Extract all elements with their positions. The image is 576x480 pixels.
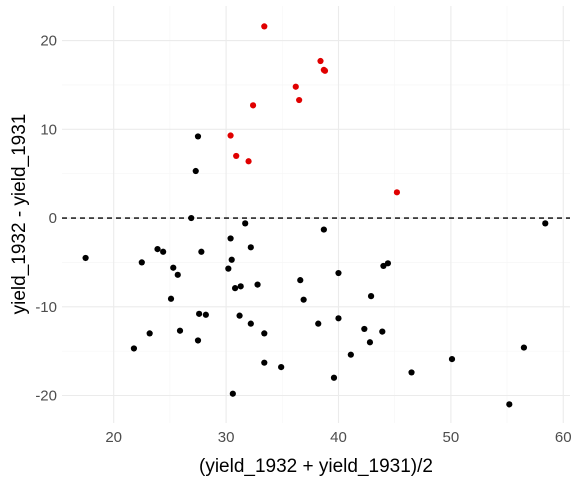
data-point (247, 320, 254, 327)
data-point (448, 356, 456, 363)
data-point (228, 256, 235, 263)
data-point (261, 23, 268, 30)
y-tick-label: -10 (35, 299, 57, 316)
data-point (297, 277, 304, 284)
x-axis-tick-labels: 20 30 40 50 60 (105, 429, 571, 446)
y-tick-label: -20 (35, 387, 57, 404)
data-point (335, 315, 342, 322)
data-point (330, 374, 338, 381)
data-point (361, 325, 368, 333)
data-point (242, 220, 249, 227)
data-point (249, 102, 257, 109)
data-point (296, 96, 303, 104)
data-point (261, 330, 268, 337)
data-point (367, 293, 375, 300)
data-point (237, 283, 244, 290)
y-axis-tick-labels: -20 -10 0 10 20 (35, 33, 57, 405)
data-point (174, 271, 181, 278)
data-point (130, 345, 138, 352)
data-point (170, 264, 177, 271)
data-point (300, 296, 307, 303)
data-point (321, 67, 329, 74)
data-point (366, 339, 374, 346)
data-point (254, 281, 261, 288)
data-point (194, 133, 202, 140)
data-point (231, 285, 239, 292)
x-tick-label: 60 (555, 429, 572, 446)
y-tick-label: 20 (40, 33, 57, 50)
data-point (236, 312, 243, 319)
data-point (82, 254, 89, 262)
data-point (138, 259, 145, 266)
data-point (347, 351, 354, 358)
data-point (380, 262, 387, 270)
x-tick-label: 50 (443, 429, 460, 446)
data-point (154, 246, 161, 253)
y-axis-title: yield_1932 - yield_1931 (9, 114, 30, 315)
data-point (320, 226, 327, 233)
data-point (176, 327, 184, 334)
data-point (188, 214, 195, 222)
data-point (196, 310, 203, 317)
data-point (198, 248, 205, 255)
data-point (278, 364, 285, 371)
major-gridlines (62, 6, 570, 423)
data-point (408, 369, 415, 376)
data-point (192, 167, 199, 175)
data-point (227, 132, 234, 139)
x-tick-label: 40 (330, 429, 347, 446)
x-axis-title: (yield_1932 + yield_1931)/2 (199, 456, 433, 477)
data-point (194, 337, 202, 344)
data-point (379, 328, 386, 335)
data-point (520, 344, 528, 351)
data-point (542, 220, 549, 227)
data-point (393, 189, 401, 196)
y-tick-label: 10 (40, 121, 57, 138)
data-point (245, 158, 252, 165)
x-tick-label: 30 (218, 429, 235, 446)
data-point (233, 152, 240, 160)
plot-background (62, 6, 570, 423)
data-point (335, 269, 342, 277)
data-point (229, 390, 236, 397)
data-point (292, 83, 299, 90)
data-point (146, 330, 153, 337)
data-point (247, 244, 254, 251)
data-point (317, 57, 324, 65)
data-point (384, 260, 392, 267)
data-point (315, 320, 322, 327)
data-point (167, 295, 175, 302)
minor-gridlines (62, 6, 570, 423)
data-point (160, 248, 167, 255)
data-points (82, 23, 549, 408)
data-point (506, 401, 513, 408)
y-tick-label: 0 (49, 210, 57, 227)
data-point (202, 311, 209, 318)
data-point (261, 359, 268, 366)
data-point (227, 235, 234, 242)
x-tick-label: 20 (105, 429, 122, 446)
data-point (225, 265, 232, 272)
